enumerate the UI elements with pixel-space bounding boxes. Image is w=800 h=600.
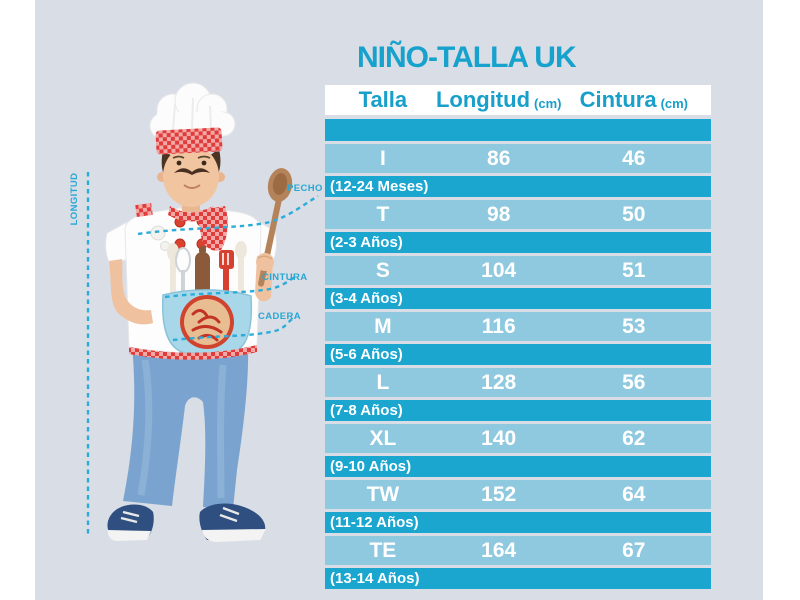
size-code: XL <box>369 426 397 450</box>
longitud-value: 164 <box>481 538 517 562</box>
left-arm <box>109 259 153 325</box>
size-code: T <box>376 202 390 226</box>
cintura-label: CINTURA <box>262 272 308 283</box>
cintura-value: 64 <box>622 482 646 506</box>
table-row-size: TW 152 64 <box>325 480 711 509</box>
size-code: M <box>374 314 392 338</box>
age-range: (7-8 Años) <box>330 402 403 419</box>
gingham-scarf <box>168 206 228 251</box>
size-table: Talla Longitud (cm) Cintura (cm) I 86 46 (… <box>325 85 711 592</box>
table-row-age: (12-24 Meses) <box>325 176 711 197</box>
table-row-age: (7-8 Años) <box>325 400 711 421</box>
table-row-size: I 86 46 <box>325 144 711 173</box>
pocket-logo <box>161 289 253 354</box>
longitud-value: 116 <box>481 314 516 338</box>
printed-utensils <box>167 241 247 302</box>
jeans <box>123 345 249 509</box>
table-header-row: Talla Longitud (cm) Cintura (cm) <box>325 85 711 115</box>
longitud-value: 140 <box>481 426 517 450</box>
size-code: S <box>375 258 390 282</box>
table-row-size: M 116 53 <box>325 312 711 341</box>
table-row-age: (13-14 Años) <box>325 568 711 589</box>
table-row-age: (11-12 Años) <box>325 512 711 533</box>
longitud-label: LONGITUD <box>69 173 80 226</box>
age-range: (11-12 Años) <box>330 514 419 531</box>
table-row-age: (5-6 Años) <box>325 344 711 365</box>
table-row-size: S 104 51 <box>325 256 711 285</box>
header-longitud: Longitud (cm) <box>435 87 562 112</box>
pecho-measure-line <box>137 194 319 236</box>
child-chef-photo: LONGITUD PECHO CINTURA CADERA <box>69 82 323 542</box>
table-row-size: XL 140 62 <box>325 424 711 453</box>
cintura-value: 62 <box>622 426 646 450</box>
age-range: (3-4 Años) <box>330 290 403 307</box>
age-range: (2-3 Años) <box>330 234 403 251</box>
age-range: (5-6 Años) <box>330 346 403 363</box>
table-top-bar <box>325 119 711 141</box>
table-row-size: T 98 50 <box>325 200 711 229</box>
size-code: L <box>376 370 390 394</box>
cintura-value: 67 <box>622 538 646 562</box>
cadera-label: CADERA <box>258 311 301 322</box>
chef-costume-shirt <box>105 202 277 360</box>
table-row-age: (2-3 Años) <box>325 232 711 253</box>
table-row-size: TE 164 67 <box>325 536 711 565</box>
chef-hat <box>149 82 236 155</box>
shoes <box>107 503 266 542</box>
longitud-value: 98 <box>487 202 511 226</box>
cintura-measure-line <box>164 275 296 299</box>
header-talla: Talla <box>358 87 408 112</box>
age-range: (12-24 Meses) <box>330 178 429 195</box>
unit-cm: (cm) <box>660 96 689 111</box>
size-code: I <box>379 146 386 170</box>
cintura-value: 53 <box>622 314 646 338</box>
longitud-value: 128 <box>481 370 517 394</box>
longitud-value: 86 <box>487 146 511 170</box>
longitud-value: 104 <box>481 258 517 282</box>
page-title: NIÑO-TALLA UK <box>357 41 577 74</box>
size-code: TE <box>369 538 397 562</box>
size-code: TW <box>366 482 400 506</box>
header-cintura: Cintura (cm) <box>579 87 689 112</box>
cintura-value: 46 <box>622 146 646 170</box>
cintura-value: 51 <box>622 258 646 282</box>
table-row-age: (3-4 Años) <box>325 288 711 309</box>
longitud-value: 152 <box>481 482 517 506</box>
pecho-label: PECHO <box>287 183 323 194</box>
unit-cm: (cm) <box>534 96 562 111</box>
child-head <box>157 145 225 212</box>
cintura-value: 50 <box>622 202 646 226</box>
table-row-size: L 128 56 <box>325 368 711 397</box>
painted-mustache <box>174 168 210 175</box>
table-row-age: (9-10 Años) <box>325 456 711 477</box>
age-range: (9-10 Años) <box>330 458 412 475</box>
age-range: (13-14 Años) <box>330 570 420 587</box>
gingham-hat-band <box>155 127 223 155</box>
cintura-value: 56 <box>622 370 646 394</box>
